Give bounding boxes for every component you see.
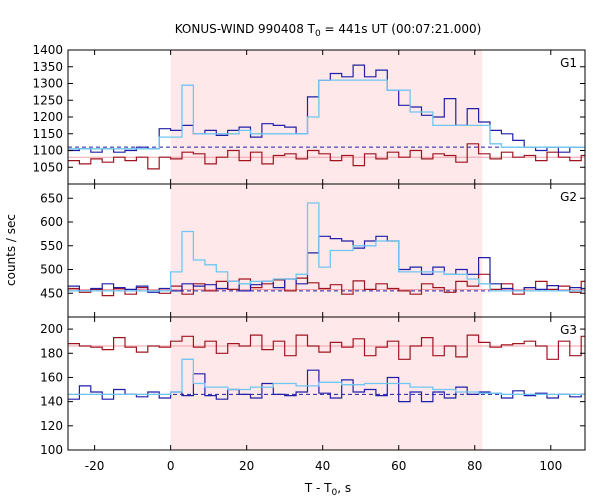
chart-title-suffix: = 441s UT (00:07:21.000) <box>321 22 482 36</box>
x-axis-label-subscript: 0 <box>332 488 338 498</box>
panel-g2-ytick-label: 500 <box>40 263 63 277</box>
panel-g3-ytick-label: 120 <box>40 419 63 433</box>
xtick-label: -20 <box>85 459 105 473</box>
chart-title: KONUS-WIND 990408 T0 = 441s UT (00:07:21… <box>175 22 482 39</box>
panel-g3-lightblue-series <box>68 358 585 396</box>
panel-g1-ytick-label: 1300 <box>32 77 63 91</box>
panel-g3-ytick-label: 140 <box>40 395 63 409</box>
panel-g3: 100 120 140 160 180 200 G3 <box>40 316 586 457</box>
panel-g1-ytick-label: 1100 <box>32 144 63 158</box>
panel-g3-ytick-label: 100 <box>40 443 63 457</box>
xtick-label: 40 <box>315 459 330 473</box>
panel-g2: 450 500 550 600 650 G2 <box>40 183 586 318</box>
panel-g2-ytick-label: 650 <box>40 191 63 205</box>
xtick-label: 60 <box>391 459 406 473</box>
shaded-interval <box>170 50 483 450</box>
panel-g3-ytick-label: 160 <box>40 370 63 384</box>
panels-group: 10501100115012001250130013501400G1450500… <box>32 43 586 473</box>
x-axis-label-suffix: , s <box>337 481 351 495</box>
panel-g3-red-series <box>68 334 585 360</box>
panel-g1-ytick-label: 1250 <box>32 93 63 107</box>
panel-g3-ytick-label: 200 <box>40 322 63 336</box>
panel-g3-ytick-label: 180 <box>40 346 63 360</box>
panel-g1-ytick-label: 1400 <box>32 43 63 57</box>
panel-g3-frame <box>67 316 586 451</box>
y-axis-label: counts / sec <box>4 214 18 286</box>
xtick-label: 0 <box>167 459 175 473</box>
panel-g2-series <box>68 202 585 297</box>
chart-title-prefix: KONUS-WIND 990408 T <box>175 22 316 36</box>
xtick-label: 20 <box>239 459 254 473</box>
chart-title-subscript: 0 <box>315 29 321 39</box>
panel-g2-ytick-label: 550 <box>40 239 63 253</box>
panel-g1-series <box>68 64 585 170</box>
panel-g2-blue-series <box>68 235 585 293</box>
panel-g1-ytick-label: 1050 <box>32 160 63 174</box>
panel-g2-ytick-label: 600 <box>40 215 63 229</box>
panel-g1-lightblue-series <box>68 79 585 150</box>
panel-g3-label: G3 <box>560 323 577 337</box>
panel-g2-label: G2 <box>560 190 577 204</box>
panel-g1-label: G1 <box>560 56 577 70</box>
xtick-label: 100 <box>539 459 562 473</box>
x-axis-label-prefix: T - T <box>304 481 332 495</box>
xtick-label: 80 <box>467 459 482 473</box>
panel-g1-red-series <box>68 143 585 170</box>
panel-g1: 1050 1100 1150 1200 1250 1300 1350 1400 G1 <box>32 43 586 185</box>
panel-g2-ytick-label: 450 <box>40 286 63 300</box>
panel-g3-series <box>68 334 585 403</box>
panel-g2-lightblue-series <box>68 202 585 292</box>
panel-g1-ytick-label: 1350 <box>32 60 63 74</box>
panel-g1-ytick-label: 1200 <box>32 110 63 124</box>
panel-g3-blue-series <box>68 369 585 403</box>
x-axis-label: T - T0, s <box>304 481 351 498</box>
panel-g1-ytick-label: 1150 <box>32 127 63 141</box>
